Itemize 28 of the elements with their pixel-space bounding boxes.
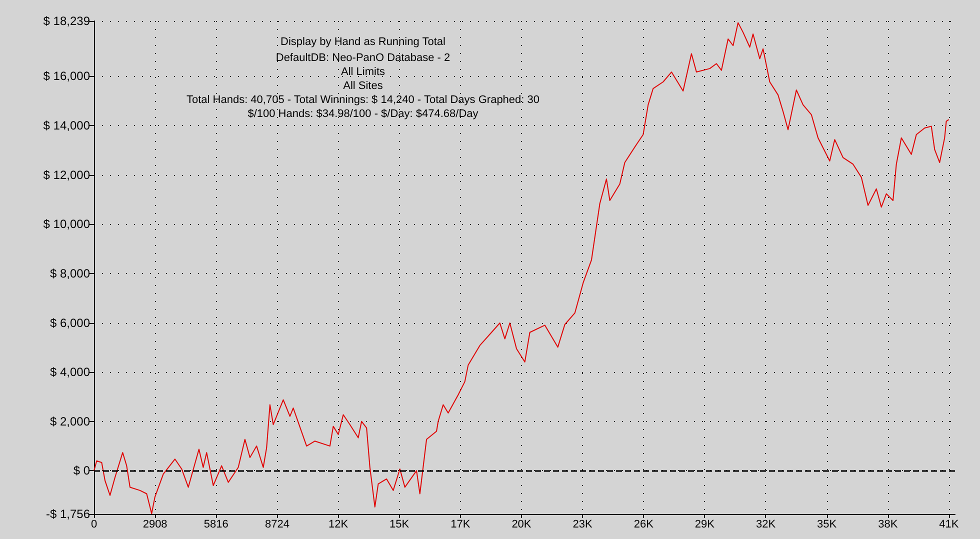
text: DefaultDB: Neo-PanO Database - 2 All Limits All Sites Total Hands: 40,705 - Total Winnings: $ 14,240 - Total Days Graphed: 30 $/100 Hands: $34.98/100 - $/Day: $474.68/Day	[186, 52, 540, 120]
x-tick-label: 26K	[634, 518, 654, 530]
y-tick-label: $ 8,000	[50, 266, 90, 280]
x-tick-label: 0	[90, 518, 98, 530]
y-tick-label: $ 6,000	[50, 316, 90, 330]
x-tick-label: 8724	[264, 518, 290, 530]
x-tick-label: 2908	[142, 518, 168, 530]
text: Display by Hand as Running Total	[280, 36, 446, 48]
y-tick-label: $ 14,000	[43, 118, 90, 133]
x-tick-label: 17K	[450, 518, 471, 530]
x-tick-label: 41K	[939, 518, 960, 530]
x-tick-label: 32K	[756, 518, 776, 530]
y-tick-label: $ 4,000	[50, 365, 90, 380]
y-tick-label: $ 16,000	[43, 69, 90, 84]
x-tick-label: 38K	[878, 518, 898, 530]
x-tick-label: 23K	[572, 518, 593, 530]
y-tick-label: $ 12,000	[43, 168, 90, 182]
x-tick-label: 35K	[817, 518, 838, 530]
x-tick-label: 20K	[512, 518, 532, 530]
y-tick-label: $ 10,000	[43, 217, 90, 232]
y-tick-label: -$ 1,756	[46, 507, 90, 521]
x-tick-label: 15K	[390, 518, 410, 530]
y-tick-label: $ 2,000	[50, 414, 90, 428]
y-tick-label: $ 18,239	[43, 14, 90, 28]
x-tick-label: 29K	[694, 518, 716, 530]
x-tick-label: 12K	[328, 518, 349, 530]
x-tick-label: 5816	[204, 518, 228, 530]
y-tick-label: $ 0	[73, 464, 90, 478]
